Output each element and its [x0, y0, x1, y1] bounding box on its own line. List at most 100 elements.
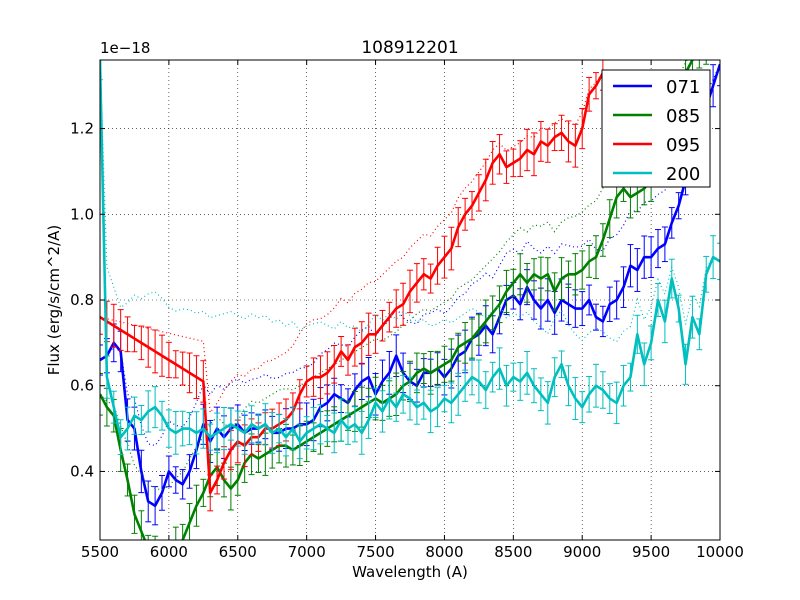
data-point: [154, 350, 156, 353]
data-point: [388, 397, 391, 400]
data-point: [498, 367, 501, 370]
data-point: [450, 402, 453, 404]
data-point: [567, 384, 570, 387]
data-point: [595, 316, 597, 318]
data-point: [664, 243, 666, 246]
data-point: [581, 127, 584, 130]
y-tick-label: 1.0: [70, 205, 94, 223]
data-point: [147, 346, 150, 348]
data-point: [264, 453, 267, 456]
data-point: [347, 359, 349, 361]
x-tick-label: 7000: [288, 543, 326, 561]
legend: 071 085 095 200: [601, 69, 711, 188]
data-point: [491, 333, 494, 336]
data-point: [608, 217, 611, 220]
data-point: [174, 363, 177, 366]
data-point: [168, 470, 170, 473]
data-point: [602, 389, 604, 391]
data-point: [567, 140, 570, 143]
data-point: [381, 380, 384, 383]
data-point: [388, 316, 391, 318]
data-point: [629, 196, 632, 198]
data-point: [250, 423, 253, 426]
data-point: [553, 136, 556, 138]
data-point: [512, 282, 515, 284]
data-point: [581, 307, 584, 310]
data-point: [216, 479, 218, 481]
data-point: [429, 372, 432, 374]
data-point: [395, 406, 398, 408]
x-tick-label: 9000: [563, 543, 601, 561]
data-point: [677, 307, 680, 310]
data-point: [698, 333, 701, 336]
data-point: [629, 376, 632, 378]
data-point: [615, 196, 618, 198]
data-point: [416, 282, 418, 284]
x-tick-label: 9500: [632, 543, 670, 561]
data-point: [595, 84, 597, 87]
data-point: [657, 299, 659, 301]
data-point: [629, 264, 632, 267]
data-point: [588, 260, 590, 263]
data-point: [202, 380, 205, 383]
data-point: [574, 307, 577, 310]
data-point: [512, 162, 515, 164]
data-point: [712, 84, 714, 87]
data-point: [567, 303, 570, 306]
data-point: [230, 423, 232, 426]
data-point: [712, 256, 714, 258]
data-point: [119, 436, 122, 438]
legend-label-071: 071: [666, 77, 700, 98]
data-point: [161, 414, 163, 417]
series-071-trend: [100, 64, 720, 447]
data-point: [326, 402, 329, 404]
y-tick-label: 0.6: [70, 377, 94, 395]
data-point: [471, 376, 473, 378]
data-point: [354, 389, 356, 391]
legend-box: [601, 69, 711, 188]
data-point: [168, 359, 170, 361]
data-point: [140, 470, 143, 473]
data-point: [670, 222, 673, 224]
y-tick-label: 0.8: [70, 291, 94, 309]
data-point: [519, 303, 522, 306]
x-tick-label: 6500: [219, 543, 257, 561]
data-point: [588, 299, 590, 301]
data-point: [147, 500, 150, 503]
y-tick-label: 1.2: [70, 120, 94, 138]
data-point: [333, 363, 336, 366]
data-point: [643, 256, 646, 258]
data-point: [360, 342, 363, 344]
data-point: [505, 384, 508, 387]
data-point: [367, 376, 370, 378]
x-axis-label: Wavelength (A): [352, 563, 468, 581]
data-point: [161, 492, 163, 494]
data-point: [553, 290, 556, 293]
data-point: [526, 282, 528, 284]
data-point: [285, 436, 287, 438]
data-point: [354, 346, 356, 348]
data-point: [636, 333, 639, 336]
data-point: [478, 380, 480, 383]
data-point: [422, 273, 425, 276]
data-point: [140, 342, 143, 344]
data-point: [491, 312, 494, 314]
data-point: [560, 363, 563, 366]
data-point: [622, 384, 625, 387]
data-point: [374, 333, 377, 336]
axis-ticks: 5500 6000 6500 7000 7500 8000 8500 9000 9500 1000…: [70, 60, 744, 561]
data-point: [602, 320, 604, 323]
data-point: [533, 273, 535, 276]
data-point: [161, 354, 163, 357]
data-point: [312, 376, 315, 378]
data-point: [181, 427, 184, 430]
data-point: [298, 393, 301, 396]
data-point: [360, 380, 363, 383]
data-point: [533, 384, 535, 387]
data-point: [540, 277, 542, 280]
data-point: [457, 226, 460, 228]
data-point: [202, 492, 205, 494]
data-point: [574, 144, 577, 147]
data-point: [154, 504, 156, 507]
